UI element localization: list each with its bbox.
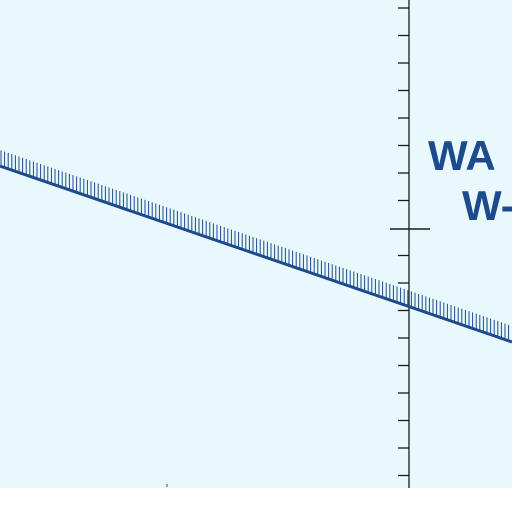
bottom-margin [0, 488, 512, 512]
hatch-marks [0, 150, 510, 341]
meridian-ticks [398, 7, 409, 477]
margin-speck [166, 484, 168, 487]
boundary-line [0, 164, 512, 344]
area-label-line1: WA [428, 132, 496, 179]
hatched-boundary [0, 150, 512, 344]
water-area [0, 0, 512, 488]
area-label-line2: W- [462, 182, 512, 229]
